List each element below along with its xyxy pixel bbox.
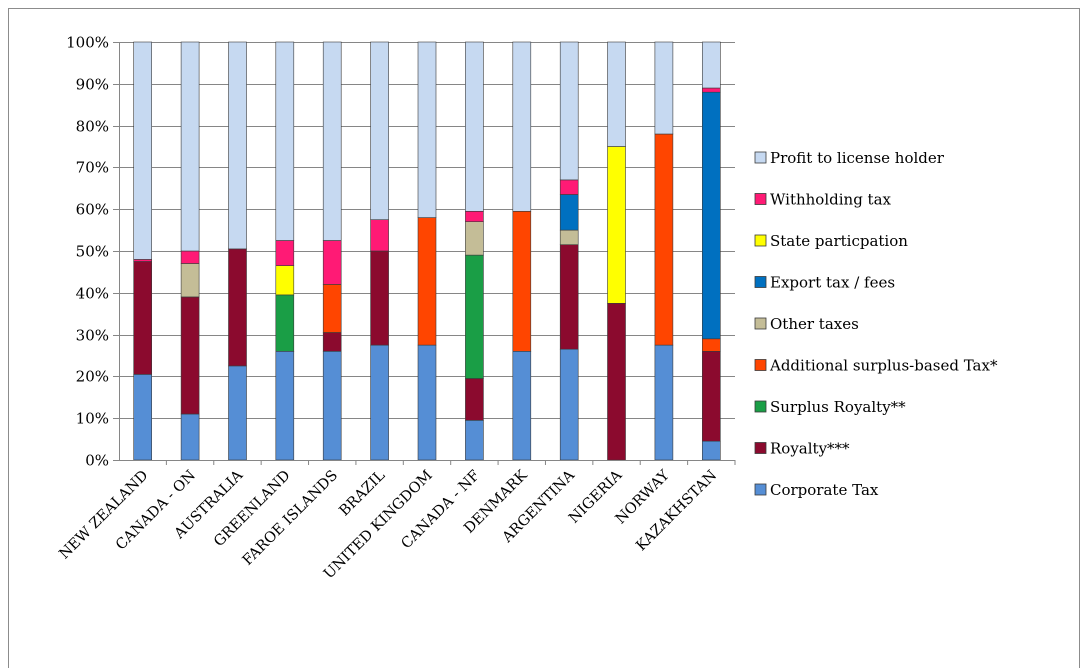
bar-segment	[465, 211, 484, 223]
bar-segment	[180, 296, 200, 415]
legend-label: Royalty***	[770, 440, 850, 458]
bar-segment	[133, 259, 152, 262]
legend-label: Other taxes	[770, 315, 859, 333]
y-tick-label: 100%	[66, 34, 109, 52]
legend-label: Additional surplus-based Tax*	[769, 357, 998, 375]
bar-segment	[559, 41, 579, 181]
bar-segment	[607, 146, 626, 304]
bar-segment	[559, 229, 579, 246]
legend-swatch	[754, 276, 767, 288]
bar-segment	[228, 41, 247, 250]
bar-segment	[180, 413, 200, 461]
bar-segment	[465, 419, 484, 461]
bar-segment	[701, 338, 721, 352]
bar-segment	[180, 263, 200, 298]
y-tick-label: 80%	[76, 118, 109, 136]
bar-segment	[322, 350, 342, 461]
legend-label: Withholding tax	[770, 191, 892, 209]
bar-segment	[370, 219, 389, 252]
y-tick-label: 30%	[76, 327, 109, 345]
chart-frame	[8, 8, 1080, 668]
bar-segment	[370, 41, 389, 220]
bar-segment	[607, 41, 626, 147]
bar-segment	[465, 221, 484, 256]
bar-segment	[701, 440, 721, 461]
y-tick-label: 20%	[76, 368, 109, 386]
bar-segment	[370, 344, 389, 461]
category-label: CANADA - ON	[113, 467, 199, 553]
bar-segment	[228, 365, 247, 461]
bar-segment	[322, 240, 342, 285]
bar-segment	[654, 41, 674, 135]
legend-swatch	[754, 483, 767, 496]
legend-swatch	[754, 234, 767, 247]
bar-segment	[275, 350, 295, 461]
bar-segment	[559, 194, 579, 231]
bar-segment	[701, 91, 721, 340]
bar-segment	[701, 350, 721, 442]
bar-segment	[417, 217, 437, 346]
bar-segment	[607, 302, 626, 461]
bar-segment	[654, 133, 674, 346]
bar-segment	[180, 250, 200, 264]
y-tick-label: 10%	[76, 410, 109, 428]
bar-segment	[133, 261, 152, 375]
bar-segment	[559, 348, 579, 461]
bar-segment	[275, 240, 295, 266]
legend-swatch	[754, 359, 767, 371]
bar-segment	[275, 294, 295, 352]
bar-segment	[512, 350, 532, 461]
category-label: KAZAKHSTAN	[633, 467, 720, 554]
legend-label: Surplus Royalty**	[770, 398, 906, 416]
bar-segment	[322, 332, 342, 352]
bar-segment	[133, 41, 152, 260]
bar-segment	[465, 378, 484, 421]
bar-segment	[133, 373, 152, 461]
bar-segment	[180, 41, 200, 252]
bar-segment	[228, 248, 247, 367]
bar-segment	[465, 254, 484, 379]
bar-segment	[465, 41, 484, 212]
category-label: NEW ZEALAND	[57, 468, 152, 563]
legend-label: Export tax / fees	[770, 274, 895, 292]
stacked-bar-chart: 0% 10% 20% 30% 40% 50% 60% 70% 80% 90% 100% NEW ZEA…	[57, 34, 998, 583]
bar-segment	[275, 41, 295, 241]
legend-label: Corporate Tax	[770, 481, 879, 499]
y-tick-label: 0%	[85, 452, 109, 470]
legend-swatch	[754, 193, 767, 205]
bar-segment	[417, 344, 437, 461]
bar-segment	[654, 344, 674, 461]
bar-segment	[417, 41, 437, 218]
legend-swatch	[754, 317, 767, 330]
bar-segment	[322, 284, 342, 333]
bar-segment	[701, 87, 721, 93]
legend-swatch	[754, 442, 767, 454]
bar-segment	[512, 41, 532, 212]
y-tick-label: 90%	[76, 76, 109, 94]
bar-segment	[322, 41, 342, 241]
category-label: FAROE ISLANDS	[240, 468, 341, 569]
legend-swatch	[754, 151, 767, 164]
bar-segment	[701, 41, 721, 89]
legend-label: State particpation	[770, 232, 908, 250]
legend-label: Profit to license holder	[770, 149, 945, 167]
bar-segment	[559, 244, 579, 350]
bar-segment	[559, 179, 579, 195]
bar-segment	[512, 211, 532, 352]
y-tick-label: 60%	[76, 201, 109, 219]
legend-swatch	[754, 400, 767, 413]
bar-segment	[275, 265, 295, 296]
y-tick-label: 50%	[76, 243, 109, 261]
y-tick-label: 40%	[76, 285, 109, 303]
bar-segment	[370, 250, 389, 346]
y-tick-label: 70%	[76, 159, 109, 177]
